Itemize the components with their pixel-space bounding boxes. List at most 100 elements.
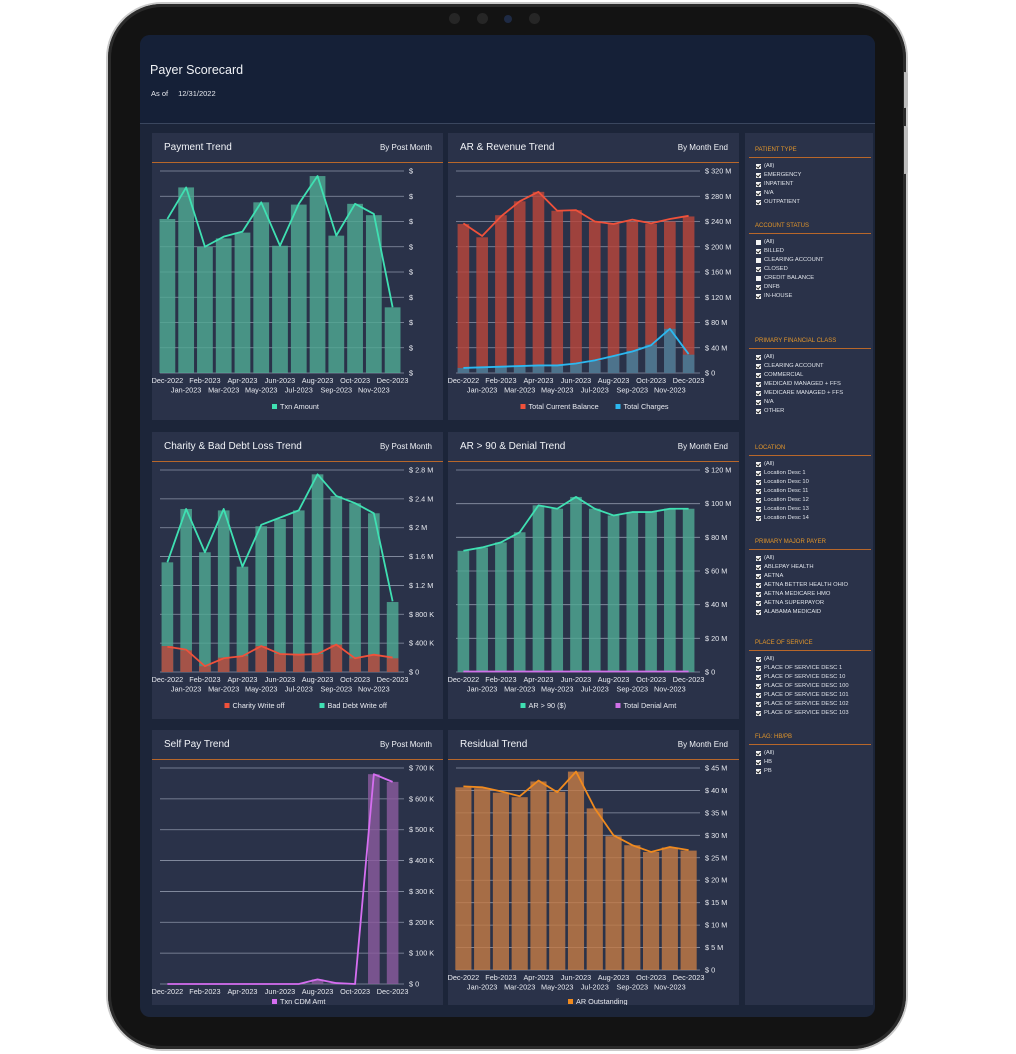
filter-list[interactable]: (All) Location Desc 1 Location Desc 10 Loca… <box>745 460 873 526</box>
x-tick-label: Nov-2023 <box>654 685 686 694</box>
filter-option[interactable]: HB <box>756 758 873 767</box>
filter-option[interactable]: CREDIT BALANCE <box>756 274 873 283</box>
filter-option[interactable]: Location Desc 13 <box>756 505 873 514</box>
checkbox-checked[interactable] <box>756 471 761 476</box>
checkbox-checked[interactable] <box>756 382 761 387</box>
filter-heading: ACCOUNT STATUS <box>755 223 810 229</box>
filter-option[interactable]: ALABAMA MEDICAID <box>756 608 873 617</box>
filter-option[interactable]: MEDICAID MANAGED + FFS <box>756 380 873 389</box>
filter-option[interactable]: PLACE OF SERVICE DESC 100 <box>756 682 873 691</box>
filter-option[interactable]: PLACE OF SERVICE DESC 1 <box>756 664 873 673</box>
filter-option[interactable]: BILLED <box>756 247 873 256</box>
filter-option[interactable]: N/A <box>756 189 873 198</box>
filter-option[interactable]: AETNA SUPERPAYOR <box>756 599 873 608</box>
checkbox-checked[interactable] <box>756 249 761 254</box>
checkbox-checked[interactable] <box>756 556 761 561</box>
filter-option-label: OUTPATIENT <box>764 199 800 205</box>
filter-option[interactable]: AETNA MEDICARE HMO <box>756 590 873 599</box>
filter-option[interactable]: ABLEPAY HEALTH <box>756 563 873 572</box>
checkbox-unchecked[interactable] <box>756 276 761 281</box>
filter-option[interactable]: Location Desc 10 <box>756 478 873 487</box>
filter-option[interactable]: EMERGENCY <box>756 171 873 180</box>
filter-option[interactable]: (All) <box>756 460 873 469</box>
checkbox-checked[interactable] <box>756 267 761 272</box>
filter-option[interactable]: PB <box>756 767 873 776</box>
filter-option[interactable]: (All) <box>756 749 873 758</box>
filter-option[interactable]: Location Desc 12 <box>756 496 873 505</box>
checkbox-checked[interactable] <box>756 373 761 378</box>
checkbox-checked[interactable] <box>756 657 761 662</box>
x-tick-label: Dec-2023 <box>673 675 705 684</box>
filter-option[interactable]: COMMERCIAL <box>756 371 873 380</box>
checkbox-checked[interactable] <box>756 516 761 521</box>
checkbox-checked[interactable] <box>756 574 761 579</box>
checkbox-checked[interactable] <box>756 684 761 689</box>
checkbox-checked[interactable] <box>756 164 761 169</box>
checkbox-checked[interactable] <box>756 751 761 756</box>
filter-option[interactable]: N/A <box>756 398 873 407</box>
filter-list[interactable]: (All) BILLED CLEARING ACCOUNT CLOSED CREDIT … <box>745 238 873 304</box>
checkbox-checked[interactable] <box>756 462 761 467</box>
checkbox-checked[interactable] <box>756 173 761 178</box>
filter-list[interactable]: (All) HB PB <box>745 749 873 779</box>
filter-option[interactable]: CLEARING ACCOUNT <box>756 362 873 371</box>
filter-list[interactable]: (All) PLACE OF SERVICE DESC 1 PLACE OF SER… <box>745 655 873 721</box>
checkbox-checked[interactable] <box>756 592 761 597</box>
checkbox-unchecked[interactable] <box>756 240 761 245</box>
checkbox-checked[interactable] <box>756 480 761 485</box>
filter-option[interactable]: MEDICARE MANAGED + FFS <box>756 389 873 398</box>
filter-option-label: CLOSED <box>764 266 788 272</box>
checkbox-checked[interactable] <box>756 693 761 698</box>
checkbox-checked[interactable] <box>756 711 761 716</box>
checkbox-checked[interactable] <box>756 191 761 196</box>
filter-option[interactable]: AETNA <box>756 572 873 581</box>
x-tick-label: Dec-2023 <box>377 376 409 385</box>
checkbox-checked[interactable] <box>756 583 761 588</box>
filter-option[interactable]: AETNA BETTER HEALTH OHIO <box>756 581 873 590</box>
checkbox-checked[interactable] <box>756 498 761 503</box>
checkbox-checked[interactable] <box>756 200 761 205</box>
filter-option[interactable]: OUTPATIENT <box>756 198 873 207</box>
filter-option[interactable]: (All) <box>756 655 873 664</box>
filter-option[interactable]: (All) <box>756 238 873 247</box>
filter-option[interactable]: (All) <box>756 353 873 362</box>
filter-option[interactable]: (All) <box>756 162 873 171</box>
filter-list[interactable]: (All) CLEARING ACCOUNT COMMERCIAL MEDICAID … <box>745 353 873 419</box>
checkbox-checked[interactable] <box>756 601 761 606</box>
filter-option[interactable]: DNFB <box>756 283 873 292</box>
filter-option[interactable]: Location Desc 11 <box>756 487 873 496</box>
filter-option[interactable]: PLACE OF SERVICE DESC 102 <box>756 700 873 709</box>
filter-list[interactable]: (All) EMERGENCY INPATIENT N/A OUTPATIENT <box>745 162 873 209</box>
checkbox-checked[interactable] <box>756 702 761 707</box>
checkbox-checked[interactable] <box>756 285 761 290</box>
filter-list[interactable]: (All) ABLEPAY HEALTH AETNA AETNA BETTER HEA… <box>745 554 873 620</box>
checkbox-checked[interactable] <box>756 400 761 405</box>
checkbox-checked[interactable] <box>756 760 761 765</box>
filter-option[interactable]: CLEARING ACCOUNT <box>756 256 873 265</box>
filter-option[interactable]: CLOSED <box>756 265 873 274</box>
checkbox-checked[interactable] <box>756 182 761 187</box>
filter-option[interactable]: OTHER <box>756 407 873 416</box>
filter-option[interactable]: Location Desc 14 <box>756 514 873 523</box>
checkbox-checked[interactable] <box>756 675 761 680</box>
checkbox-checked[interactable] <box>756 391 761 396</box>
filter-option[interactable]: Location Desc 1 <box>756 469 873 478</box>
checkbox-checked[interactable] <box>756 769 761 774</box>
filter-option[interactable]: PLACE OF SERVICE DESC 101 <box>756 691 873 700</box>
filter-option[interactable]: (All) <box>756 554 873 563</box>
checkbox-checked[interactable] <box>756 666 761 671</box>
checkbox-checked[interactable] <box>756 565 761 570</box>
checkbox-checked[interactable] <box>756 409 761 414</box>
checkbox-checked[interactable] <box>756 489 761 494</box>
filter-option[interactable]: INPATIENT <box>756 180 873 189</box>
y-tick-label: $ 30 M <box>705 831 727 840</box>
checkbox-checked[interactable] <box>756 507 761 512</box>
checkbox-checked[interactable] <box>756 364 761 369</box>
checkbox-checked[interactable] <box>756 294 761 299</box>
checkbox-unchecked[interactable] <box>756 258 761 263</box>
checkbox-checked[interactable] <box>756 610 761 615</box>
filter-option[interactable]: PLACE OF SERVICE DESC 103 <box>756 709 873 718</box>
filter-option[interactable]: IN-HOUSE <box>756 292 873 301</box>
filter-option[interactable]: PLACE OF SERVICE DESC 10 <box>756 673 873 682</box>
checkbox-checked[interactable] <box>756 355 761 360</box>
